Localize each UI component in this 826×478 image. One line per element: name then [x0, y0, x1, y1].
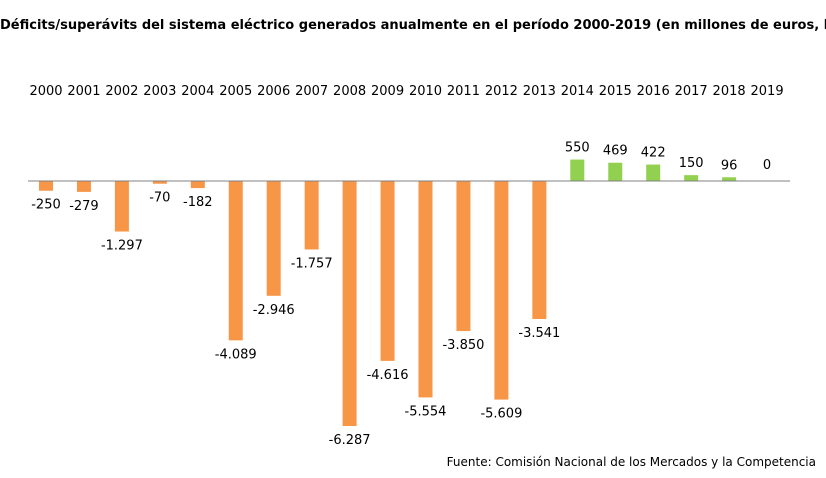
- bar-deficit: [494, 181, 509, 400]
- data-label: 469: [603, 144, 628, 159]
- bar-deficit: [380, 181, 395, 361]
- year-labels: 2000 2001 2002 2003 2004 2005 2006 2007 2008 2009…: [29, 84, 783, 99]
- year-label: 2015: [599, 84, 632, 99]
- year-label: 2001: [67, 84, 100, 99]
- data-label: -250: [31, 198, 61, 213]
- bar-surplus: [684, 175, 699, 181]
- year-label: 2010: [409, 84, 442, 99]
- data-label: -4.089: [215, 347, 257, 362]
- year-label: 2018: [713, 84, 746, 99]
- data-label: -70: [149, 191, 170, 206]
- bar-deficit: [114, 181, 129, 232]
- data-labels: -250 -279 -1.297 -70 -182 -4.089 -2.946 -1.757 -…: [31, 141, 771, 448]
- bar-deficit: [228, 181, 243, 341]
- data-label: -5.609: [480, 407, 522, 422]
- data-label: -4.616: [367, 368, 409, 383]
- data-label: 422: [641, 146, 666, 161]
- bar-deficit: [418, 181, 433, 398]
- data-label: -182: [183, 195, 213, 210]
- year-label: 2011: [447, 84, 480, 99]
- data-label: 0: [763, 158, 771, 173]
- bar-deficit: [266, 181, 281, 296]
- year-label: 2016: [637, 84, 670, 99]
- bar-deficit: [190, 181, 205, 189]
- bar-surplus: [608, 162, 623, 181]
- bar-deficit: [39, 181, 53, 191]
- data-label: -6.287: [329, 433, 371, 448]
- year-label: 2017: [675, 84, 708, 99]
- data-label: -1.757: [291, 256, 333, 271]
- bar-deficit: [532, 181, 547, 319]
- chart-title: Déficits/superávits del sistema eléctric…: [0, 18, 826, 33]
- bar-surplus: [646, 164, 661, 181]
- bar-deficit: [456, 181, 471, 332]
- year-label: 2014: [561, 84, 594, 99]
- source-note: Fuente: Comisión Nacional de los Mercado…: [446, 455, 816, 469]
- data-label: -3.850: [442, 338, 484, 353]
- data-label: 150: [679, 156, 704, 171]
- year-label: 2002: [105, 84, 138, 99]
- data-label: -2.946: [253, 303, 295, 318]
- data-label: -279: [69, 199, 99, 214]
- year-label: 2009: [371, 84, 404, 99]
- data-label: 96: [721, 158, 738, 173]
- year-label: 2003: [143, 84, 176, 99]
- data-label: -5.554: [405, 404, 447, 419]
- bar-surplus: [570, 159, 585, 181]
- bars: [39, 159, 737, 426]
- year-label: 2007: [295, 84, 328, 99]
- data-label: 550: [565, 141, 590, 156]
- year-label: 2005: [219, 84, 252, 99]
- year-label: 2000: [29, 84, 62, 99]
- year-label: 2004: [181, 84, 214, 99]
- year-label: 2006: [257, 84, 290, 99]
- bar-deficit: [152, 181, 167, 184]
- data-label: -1.297: [101, 239, 143, 254]
- year-label: 2008: [333, 84, 366, 99]
- bar-surplus: [722, 177, 737, 181]
- bar-deficit: [76, 181, 91, 192]
- data-label: -3.541: [518, 326, 560, 341]
- year-label: 2013: [523, 84, 556, 99]
- year-label: 2012: [485, 84, 518, 99]
- bar-deficit: [304, 181, 319, 250]
- bar-deficit: [342, 181, 357, 426]
- year-label: 2019: [751, 84, 784, 99]
